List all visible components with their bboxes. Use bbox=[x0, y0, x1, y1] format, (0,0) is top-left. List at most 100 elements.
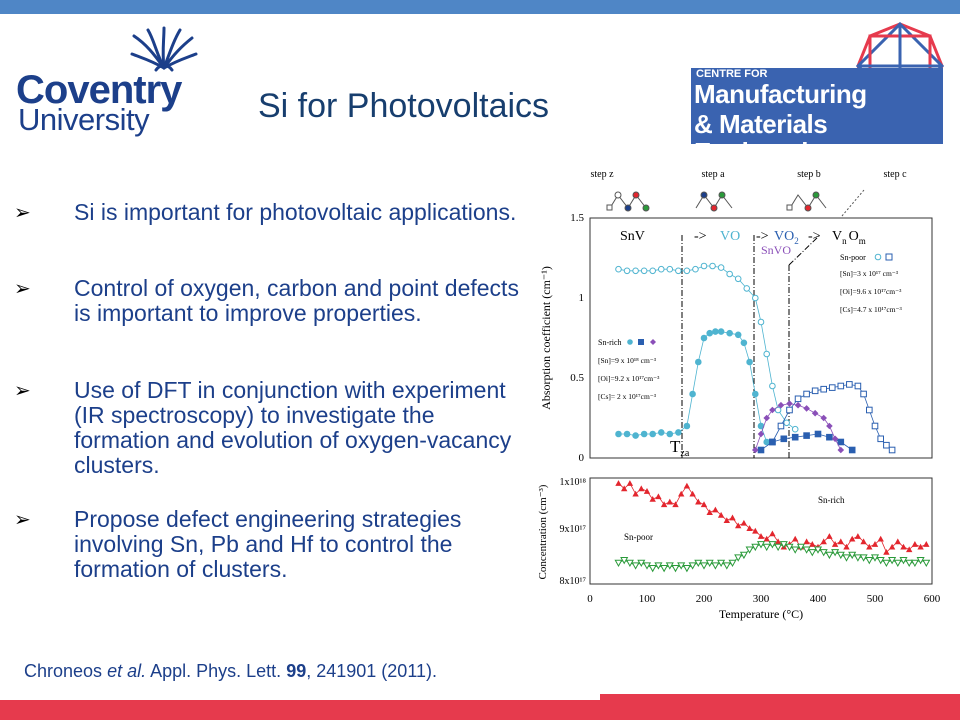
data-point bbox=[746, 525, 753, 531]
centre-logo-line3: & Materials Engineering bbox=[694, 109, 839, 167]
y-tick-label: 0.5 bbox=[570, 372, 584, 384]
data-point bbox=[637, 559, 646, 568]
x-tick-label: 0 bbox=[587, 593, 593, 605]
data-point bbox=[706, 329, 713, 337]
bullet-text: Si is important for photovoltaic applica… bbox=[74, 199, 517, 225]
phase-label-vo2: VO2 bbox=[774, 229, 799, 246]
data-point bbox=[763, 350, 770, 358]
data-point bbox=[820, 414, 827, 422]
bullet-text: Control of oxygen, carbon and point defe… bbox=[74, 275, 519, 326]
data-point bbox=[695, 498, 702, 505]
data-point bbox=[671, 565, 680, 573]
y-tick-label: 1x10¹⁸ bbox=[560, 477, 587, 488]
svg-text:[Cs]= 2 x 10¹⁷cm⁻³: [Cs]= 2 x 10¹⁷cm⁻³ bbox=[598, 392, 657, 401]
phase-arrow: -> bbox=[694, 229, 707, 244]
data-point bbox=[683, 482, 691, 489]
data-point bbox=[899, 557, 908, 565]
data-point bbox=[883, 549, 890, 555]
data-point bbox=[729, 514, 736, 521]
bottom-label-sn-poor: Sn-poor bbox=[624, 532, 653, 542]
data-point bbox=[757, 318, 765, 326]
data-point bbox=[695, 358, 702, 366]
data-point bbox=[808, 549, 817, 557]
bullet-text: Propose defect engineering strategies in… bbox=[74, 506, 462, 582]
data-point bbox=[683, 422, 691, 430]
data-point bbox=[837, 538, 844, 545]
data-point bbox=[734, 275, 742, 283]
data-point bbox=[794, 395, 802, 403]
bottom-accent-bar bbox=[0, 700, 960, 720]
centre-logo-line2: Manufacturing bbox=[694, 79, 867, 109]
data-point bbox=[819, 549, 828, 557]
data-point bbox=[728, 559, 737, 568]
data-point bbox=[621, 485, 628, 492]
data-point bbox=[791, 425, 799, 433]
data-point bbox=[631, 562, 640, 570]
bottom-panel-frame bbox=[589, 477, 933, 585]
y-axis-label-bottom: Concentration (cm⁻³) bbox=[537, 484, 549, 579]
data-point bbox=[740, 339, 748, 347]
data-point bbox=[826, 422, 833, 430]
data-point bbox=[700, 334, 708, 342]
data-point bbox=[911, 541, 919, 547]
data-point bbox=[877, 435, 884, 443]
data-point bbox=[689, 390, 696, 398]
data-point bbox=[615, 430, 622, 438]
tza-label: Tza bbox=[670, 437, 690, 459]
data-point bbox=[837, 438, 845, 446]
bottom-panel-marks bbox=[614, 480, 931, 573]
data-point bbox=[734, 331, 742, 339]
data-point bbox=[757, 446, 765, 454]
data-point bbox=[888, 557, 897, 565]
data-point bbox=[649, 267, 656, 275]
data-point bbox=[649, 496, 656, 502]
data-point bbox=[757, 533, 765, 539]
data-point bbox=[739, 551, 748, 560]
data-point bbox=[769, 438, 776, 446]
data-point bbox=[866, 406, 873, 414]
step-a-diagram-icon bbox=[695, 191, 733, 212]
data-point bbox=[615, 480, 622, 486]
data-point bbox=[683, 267, 691, 275]
bottom-label-sn-rich: Sn-rich bbox=[818, 495, 845, 505]
step-label: step a bbox=[701, 169, 725, 180]
data-point bbox=[752, 527, 759, 534]
x-tick-label: 200 bbox=[696, 593, 713, 605]
data-point bbox=[620, 557, 629, 565]
citation-journal: Appl. Phys. Lett. bbox=[150, 661, 282, 681]
data-point bbox=[726, 270, 733, 278]
top-panel-frame bbox=[589, 217, 933, 459]
centre-logo-line1: CENTRE FOR bbox=[696, 68, 768, 80]
data-point bbox=[768, 541, 777, 549]
slide-title: Si for Photovoltaics bbox=[258, 87, 550, 125]
step-label: step b bbox=[797, 169, 821, 180]
x-tick-label: 300 bbox=[753, 593, 770, 605]
phase-label-vnom: Vn Om bbox=[832, 229, 866, 246]
data-point bbox=[803, 432, 810, 439]
y-tick-label: 1 bbox=[579, 292, 585, 304]
x-tick-label: 400 bbox=[810, 593, 827, 605]
y-tick-label: 9x10¹⁷ bbox=[560, 524, 587, 535]
data-point bbox=[762, 543, 771, 552]
data-point bbox=[648, 565, 657, 573]
data-point bbox=[779, 541, 788, 549]
y-axis-label-top: Absorption coefficient (cm⁻¹) bbox=[539, 266, 553, 410]
data-point bbox=[922, 559, 931, 568]
data-point bbox=[769, 382, 776, 390]
data-point bbox=[842, 554, 851, 562]
data-point bbox=[722, 562, 731, 570]
data-point bbox=[623, 267, 631, 275]
data-point bbox=[763, 414, 770, 422]
data-point bbox=[700, 501, 708, 508]
data-point bbox=[717, 559, 726, 568]
data-point bbox=[811, 409, 819, 417]
phase-label-snvo: SnVO bbox=[761, 243, 791, 257]
data-point bbox=[700, 262, 708, 270]
data-point bbox=[769, 530, 776, 537]
data-point bbox=[916, 557, 925, 565]
svg-text:[Oi]=9.6 x 10¹⁷cm⁻³: [Oi]=9.6 x 10¹⁷cm⁻³ bbox=[840, 287, 902, 296]
bottom-accent-line bbox=[600, 694, 960, 700]
data-point bbox=[752, 446, 759, 454]
data-point bbox=[675, 267, 682, 275]
y-tick-label: 0 bbox=[579, 452, 585, 464]
